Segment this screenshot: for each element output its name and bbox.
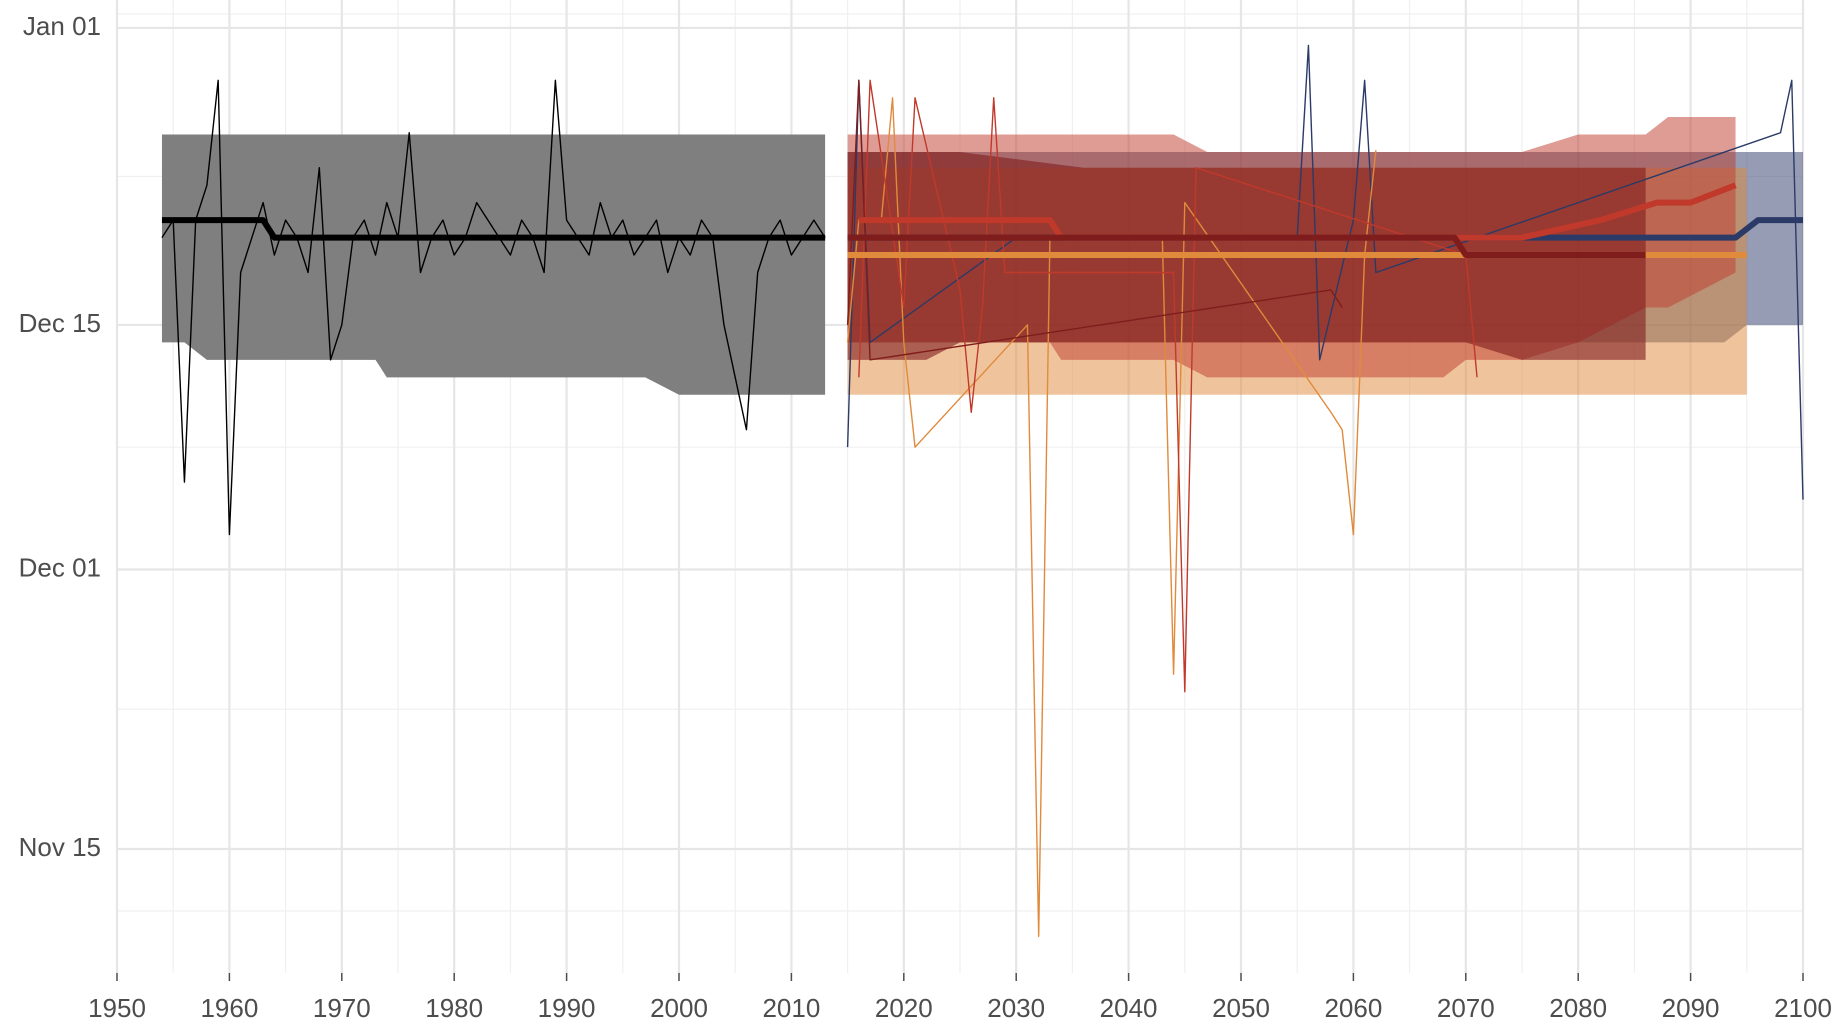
- median-line: [847, 234, 1646, 259]
- median-line: [858, 182, 1737, 241]
- x-tick-label: 2060: [1324, 993, 1382, 1023]
- y-tick-label: Nov 15: [19, 832, 101, 862]
- x-tick-label: 1980: [425, 993, 483, 1023]
- y-tick-label: Dec 15: [19, 308, 101, 338]
- x-tick-label: 2000: [650, 993, 708, 1023]
- x-tick-label: 2070: [1437, 993, 1495, 1023]
- median-line: [161, 217, 826, 241]
- x-tick-label: 1990: [538, 993, 596, 1023]
- x-tick-label: 1970: [313, 993, 371, 1023]
- x-tick-label: 2030: [987, 993, 1045, 1023]
- y-tick-label: Jan 01: [23, 11, 101, 41]
- x-tick-label: 1960: [200, 993, 258, 1023]
- x-tick-label: 2100: [1774, 993, 1832, 1023]
- x-tick-label: 2040: [1100, 993, 1158, 1023]
- x-tick-label: 2010: [762, 993, 820, 1023]
- x-tick-label: 2090: [1662, 993, 1720, 1023]
- annual-line: [846, 79, 1343, 361]
- x-tick-label: 2050: [1212, 993, 1270, 1023]
- annual-line: [846, 44, 1804, 500]
- x-tick-label: 1950: [88, 993, 146, 1023]
- annual-line: [161, 79, 826, 536]
- uncertainty-band: [161, 134, 826, 395]
- x-tick-label: 2080: [1549, 993, 1607, 1023]
- x-tick-label: 2020: [875, 993, 933, 1023]
- y-tick-label: Dec 01: [19, 552, 101, 582]
